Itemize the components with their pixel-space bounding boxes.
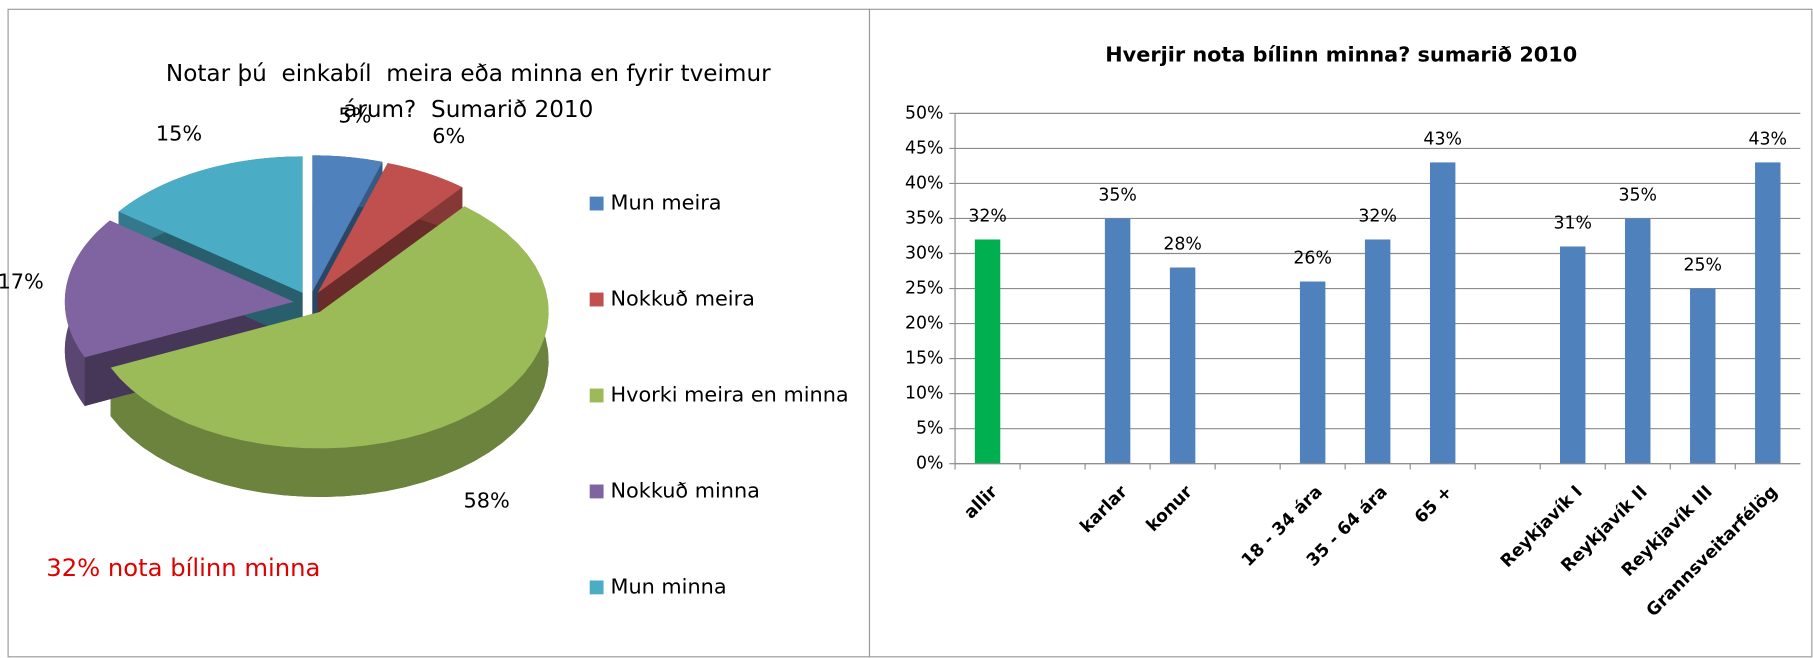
bar [1104, 218, 1131, 464]
bar-value-label: 26% [1293, 248, 1332, 268]
y-tick-label: 30% [905, 243, 944, 263]
y-tick-label: 35% [905, 208, 944, 228]
legend-swatch [589, 484, 604, 499]
bar-value-label: 35% [1098, 185, 1137, 205]
bar [1429, 162, 1456, 464]
legend-label: Mun meira [611, 191, 722, 215]
legend-label: Hvorki meira en minna [611, 382, 849, 406]
bar [1690, 288, 1716, 464]
bar-title: Hverjir nota bílinn minna? sumarið 2010 [1105, 43, 1577, 67]
bar [1625, 218, 1651, 464]
legend-label: Nokkuð minna [611, 478, 760, 502]
y-tick-label: 25% [905, 279, 944, 299]
bar-value-label: 43% [1749, 129, 1788, 149]
bar [1364, 239, 1391, 464]
legend-label: Nokkuð meira [611, 287, 755, 311]
y-tick-label: 20% [905, 314, 944, 334]
y-tick-label: 40% [905, 173, 944, 193]
bar-value-label: 25% [1683, 255, 1722, 275]
pie-slice [118, 156, 303, 293]
bar [1299, 281, 1326, 464]
bar-value-label: 28% [1163, 234, 1202, 254]
y-tick-label: 0% [916, 454, 944, 474]
pie-slice [110, 206, 549, 449]
legend-label: Mun minna [611, 574, 727, 598]
y-tick-label: 45% [905, 138, 944, 158]
legend-swatch [589, 388, 604, 403]
bar [1169, 267, 1196, 464]
bar-value-label: 43% [1423, 129, 1462, 149]
pie-slice [312, 155, 383, 292]
bar-value-label: 32% [1358, 206, 1397, 226]
pie-title: Notar þú einkabíl meira eða minna en fyr… [165, 59, 778, 123]
annotation: 32% nota bílinn minna [46, 553, 320, 582]
pie-slice [64, 220, 294, 358]
pie-value-label: 5% [338, 104, 371, 128]
y-tick-label: 10% [905, 384, 944, 404]
pie-slice [317, 163, 463, 294]
pie-value-label: 17% [0, 269, 44, 293]
pie-value-label: 58% [464, 488, 510, 512]
bar [974, 239, 1001, 464]
pie-title-box: Notar þú einkabíl meira eða minna en fyr… [165, 59, 778, 123]
legend-swatch [589, 196, 604, 211]
bar-panel [868, 8, 1813, 658]
bar [1560, 246, 1586, 464]
pie-value-label: 15% [156, 121, 202, 145]
y-tick-label: 5% [916, 419, 944, 439]
bar-value-label: 31% [1553, 213, 1592, 233]
legend-swatch [589, 580, 604, 595]
y-tick-label: 50% [905, 103, 944, 123]
legend-swatch [589, 292, 604, 307]
y-tick-label: 15% [905, 349, 944, 369]
bar-value-label: 35% [1618, 185, 1657, 205]
pie-value-label: 6% [432, 124, 465, 148]
bar [1755, 162, 1781, 464]
bar-value-label: 32% [968, 206, 1007, 226]
